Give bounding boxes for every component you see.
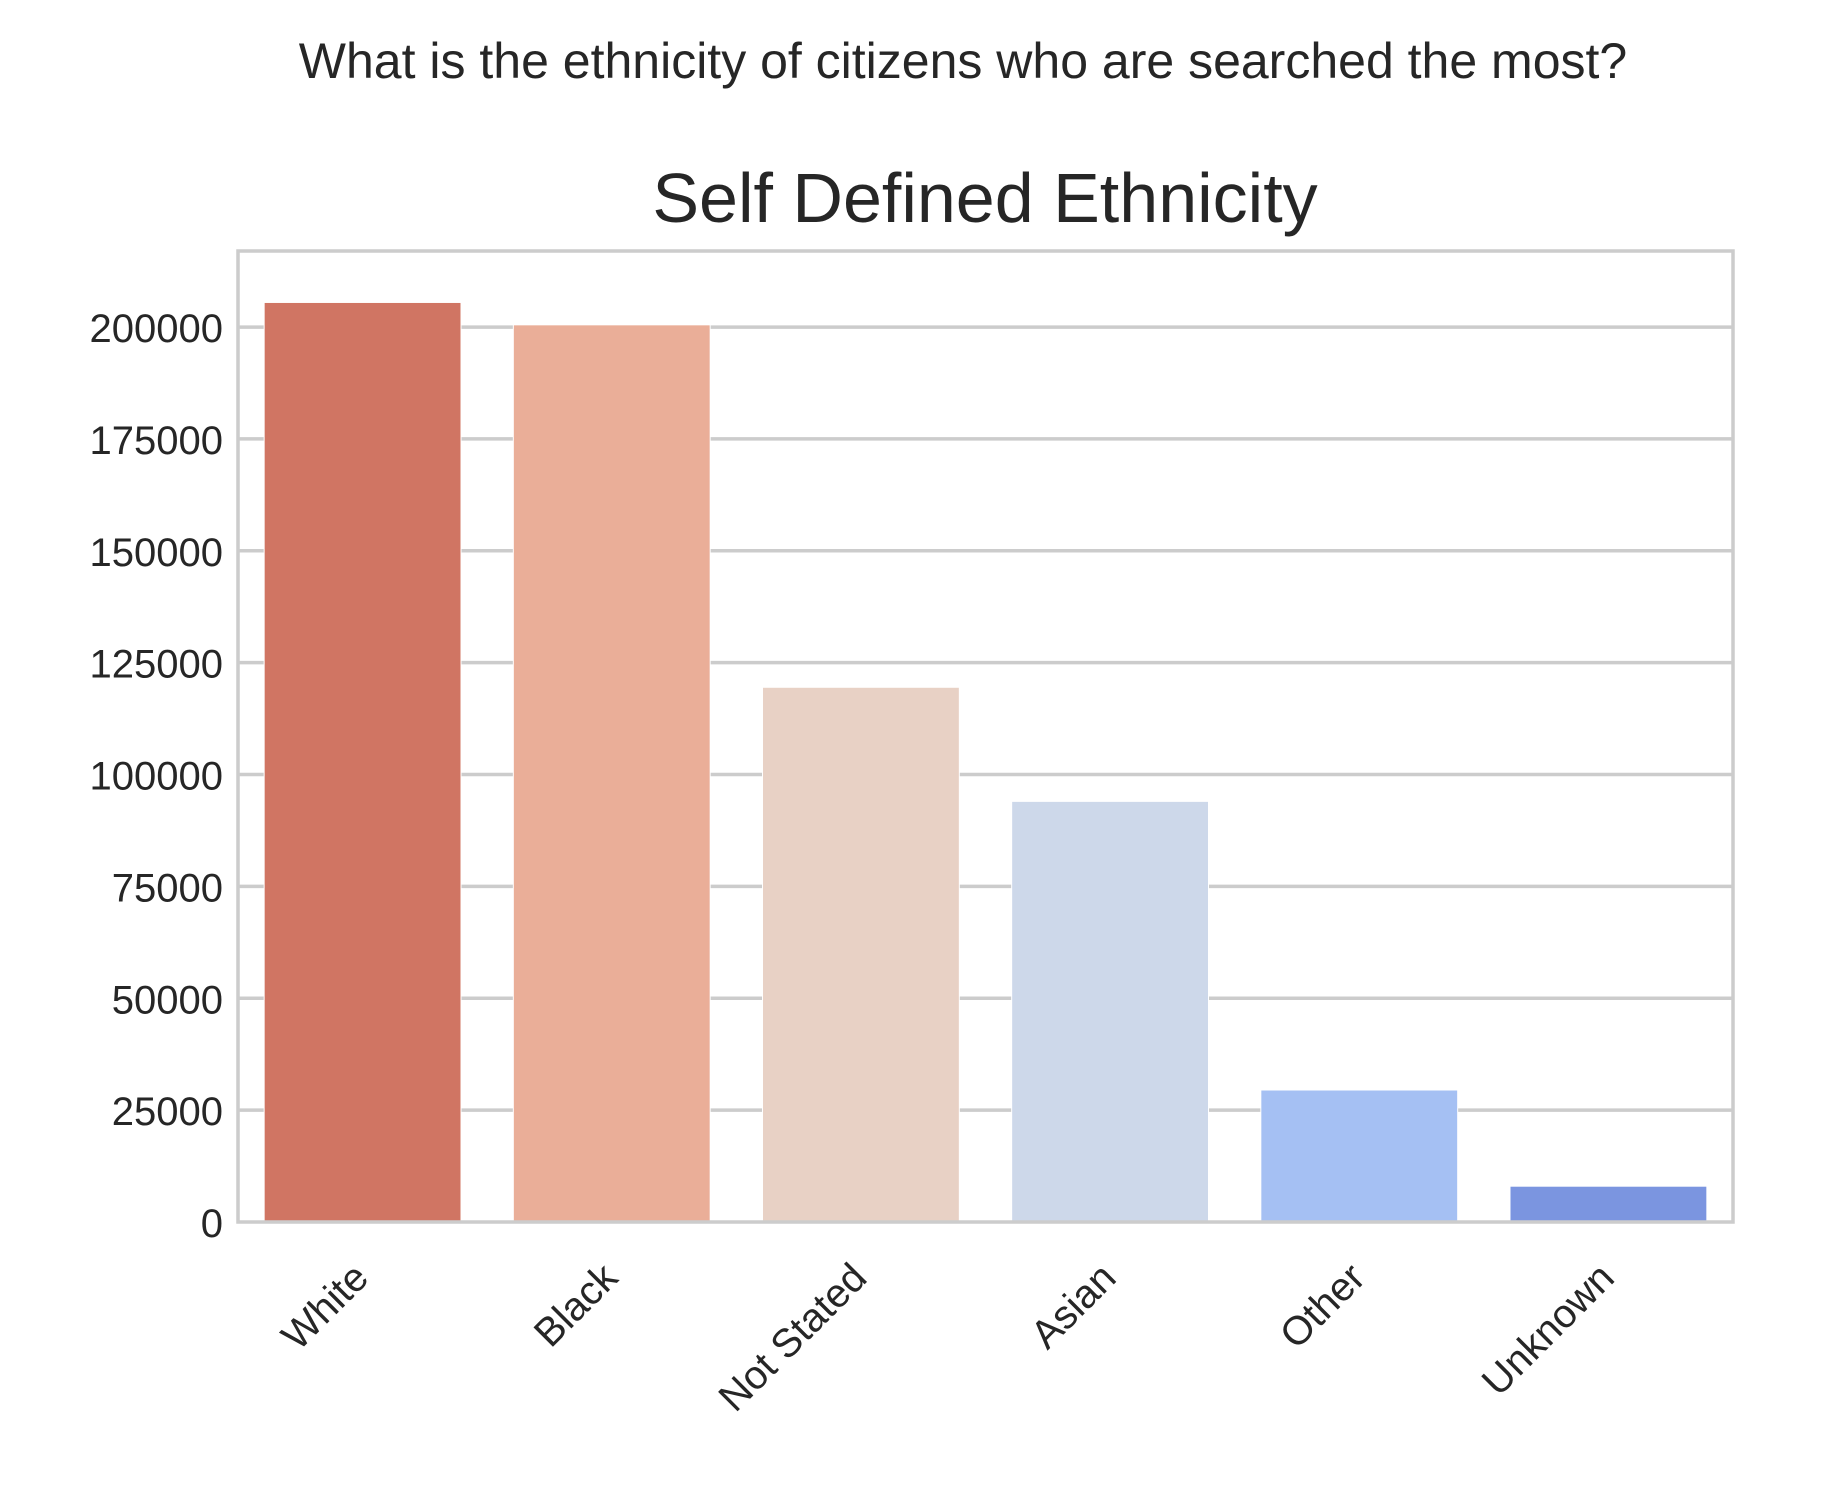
y-tick-label: 50000 [112,978,223,1022]
figure-suptitle: What is the ethnicity of citizens who ar… [299,33,1627,89]
y-tick-label: 0 [201,1202,223,1246]
bar-unknown [1509,1185,1708,1223]
gridlines [238,325,1733,1112]
y-axis-tick-labels: 0 25000 50000 75000 100000 125000 150000 175000… [90,307,223,1246]
chart-title: Self Defined Ethnicity [652,159,1317,237]
bars [263,301,1708,1223]
y-tick-label: 150000 [90,531,223,575]
x-tick-label: White [274,1255,377,1358]
plot-frame [236,249,1735,1224]
x-tick-label: Other [1272,1255,1374,1357]
bar-not-stated [761,686,960,1223]
x-tick-label: Unknown [1474,1255,1623,1404]
bar-asian [1011,800,1210,1223]
x-tick-label: Not Stated [711,1255,876,1420]
bar-black [512,324,711,1223]
y-tick-label: 175000 [90,419,223,463]
x-tick-label: Asian [1023,1255,1125,1357]
bar-white [263,301,462,1223]
y-tick-label: 25000 [112,1090,223,1134]
y-tick-label: 75000 [112,866,223,910]
bar-other [1260,1089,1459,1223]
y-tick-label: 200000 [90,307,223,351]
y-tick-label: 100000 [90,755,223,799]
x-tick-label: Black [526,1255,627,1356]
y-tick-label: 125000 [90,643,223,687]
x-axis-tick-labels: White Black Not Stated Asian Other Unknown [274,1255,1623,1420]
